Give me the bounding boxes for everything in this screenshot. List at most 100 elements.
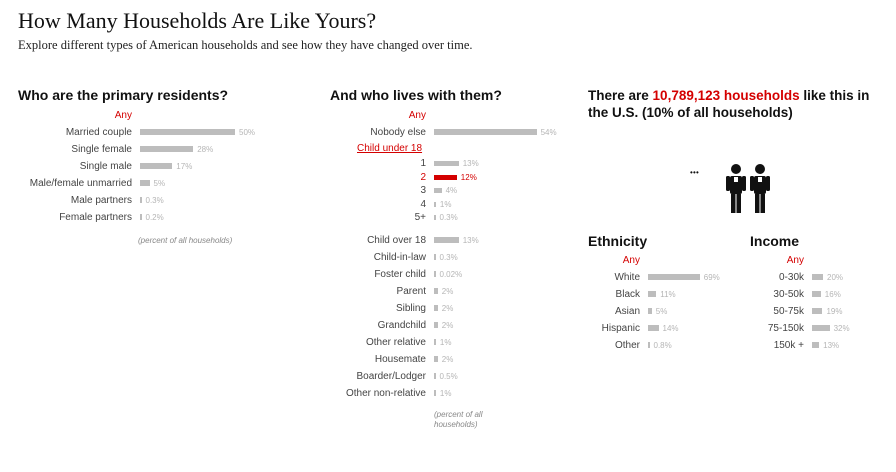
ethnicity-option-bar [648,325,659,331]
lives-with-note-line1: (percent of all [434,410,483,419]
child-count-option-bar [434,174,457,180]
child-count-option[interactable]: 3 4% [330,184,457,198]
relation-option-label: Grandchild [377,320,426,331]
relation-option-label: Sibling [395,303,426,314]
child-count-option-bar [434,215,436,220]
income-option-bar [812,308,823,314]
relation-option[interactable]: Sibling 2% [330,300,453,317]
resident-type-option-percent: 17% [176,162,193,171]
relation-option[interactable]: Other non-relative 1% [330,385,452,402]
income-option[interactable]: 0-30k 20% [750,269,843,286]
ethnicity-option-bar [648,342,650,348]
relation-option[interactable]: Foster child 0.02% [330,266,462,283]
relation-option[interactable]: Housemate 2% [330,351,454,368]
income-option-label: 30-50k [773,289,804,300]
child-count-option[interactable]: 1 13% [330,157,478,171]
relation-option[interactable]: Parent 2% [330,283,454,300]
nobody-else-option[interactable]: Nobody else 54% [330,124,556,141]
ethnicity-any-option[interactable]: Any [622,255,640,266]
lives-with-nobody: Nobody else 54% [330,124,570,141]
ethnicity-option[interactable]: Black 11% [588,286,676,303]
income-option[interactable]: 50-75k 19% [750,303,842,320]
ethnicity-option[interactable]: White 69% [588,269,719,286]
income-option[interactable]: 75-150k 32% [750,320,850,337]
child-count-option-bar [434,201,436,207]
income-option-label: 50-75k [773,306,804,317]
residents-any-option[interactable]: Any [114,110,132,121]
child-count-option-percent: 4% [445,186,458,195]
ethnicity-option-label: White [614,272,640,283]
relation-option-label: Child over 18 [367,235,426,246]
child-count-option-bar [434,161,459,166]
relation-option-label: Foster child [374,269,426,280]
relation-option[interactable]: Other relative 1% [330,334,451,351]
relation-option-percent: 2% [441,304,454,313]
relation-option-label: Other relative [365,337,426,348]
resident-type-option[interactable]: Married couple 50% [18,124,255,141]
income-option-bar [812,274,823,280]
relation-option-bar [434,237,459,243]
residents-list: Married couple 50% Single female 28% Single … [18,124,308,226]
relation-option-bar [434,322,438,328]
resident-type-option[interactable]: Male partners 0.3% [18,192,164,209]
ethnicity-option-label: Asian [614,306,640,317]
result-count: 10,789,123 households [652,88,800,103]
income-option-bar [812,325,830,331]
resident-type-option[interactable]: Single female 28% [18,141,213,158]
income-any-option[interactable]: Any [786,255,804,266]
relation-option-percent: 2% [441,321,454,330]
child-count-option[interactable]: 2 12% [330,171,476,185]
resident-type-option-bar [140,146,194,152]
ethnicity-option-percent: 69% [703,273,720,282]
relation-option-percent: 2% [441,355,454,364]
ethnicity-option-bar [648,274,700,280]
lives-with-any-option[interactable]: Any [408,110,426,121]
relation-option-bar [434,288,438,294]
resident-type-option-label: Male/female unmarried [29,178,132,189]
child-under-18-link[interactable]: Child under 18 [357,143,423,154]
ethnicity-option[interactable]: Hispanic 14% [588,320,679,337]
resident-type-option-bar [140,163,173,169]
residents-section: Who are the primary residents? Any Marri… [18,87,308,245]
income-option-bar [812,291,821,297]
child-count-option[interactable]: 5+ 0.3% [330,211,458,225]
resident-type-option-label: Male partners [70,195,132,206]
ethnicity-option[interactable]: Asian 5% [588,303,667,320]
resident-type-option-percent: 0.2% [145,213,164,222]
relation-option-percent: 13% [462,236,479,245]
relation-option[interactable]: Child-in-law 0.3% [330,249,458,266]
relation-option-percent: 2% [441,287,454,296]
resident-type-option-percent: 5% [153,179,166,188]
ellipsis-dots: • • • [690,168,699,177]
relation-option[interactable]: Child over 18 13% [330,232,479,249]
resident-type-option-percent: 0.3% [145,196,164,205]
ethnicity-option[interactable]: Other 0.8% [588,337,672,354]
resident-type-option[interactable]: Female partners 0.2% [18,209,164,226]
relation-option-label: Boarder/Lodger [356,371,427,382]
resident-type-option-label: Female partners [59,212,132,223]
page-subtitle: Explore different types of American hous… [18,38,473,52]
ethnicity-heading: Ethnicity [588,233,648,249]
resident-type-option-bar [140,129,235,135]
relation-option[interactable]: Boarder/Lodger 0.5% [330,368,458,385]
resident-type-option[interactable]: Male/female unmarried 5% [18,175,165,192]
child-count-option-percent: 13% [462,159,479,168]
resident-type-option-percent: 50% [239,128,256,137]
ethnicity-section: Ethnicity Any White 69% Black 11% Asian 5% His… [588,233,738,351]
child-count-option[interactable]: 4 1% [330,198,451,212]
resident-type-option[interactable]: Single male 17% [18,158,193,175]
ethnicity-option-percent: 0.8% [653,341,672,350]
income-option[interactable]: 30-50k 16% [750,286,840,303]
resident-type-option-bar [140,197,142,203]
relation-option-percent: 0.5% [439,372,458,381]
income-option[interactable]: 150k + 13% [750,337,839,354]
ethnicity-option-percent: 14% [662,324,679,333]
residents-heading: Who are the primary residents? [18,87,229,103]
relation-option-bar [434,339,436,345]
result-suffix: like this in the U.S. (10% of all househ… [588,88,870,120]
child-count-option-bar [434,188,442,193]
relation-option[interactable]: Grandchild 2% [330,317,454,334]
income-option-percent: 32% [833,324,850,333]
resident-type-option-bar [140,214,142,220]
child-count-option-label: 1 [420,158,426,169]
